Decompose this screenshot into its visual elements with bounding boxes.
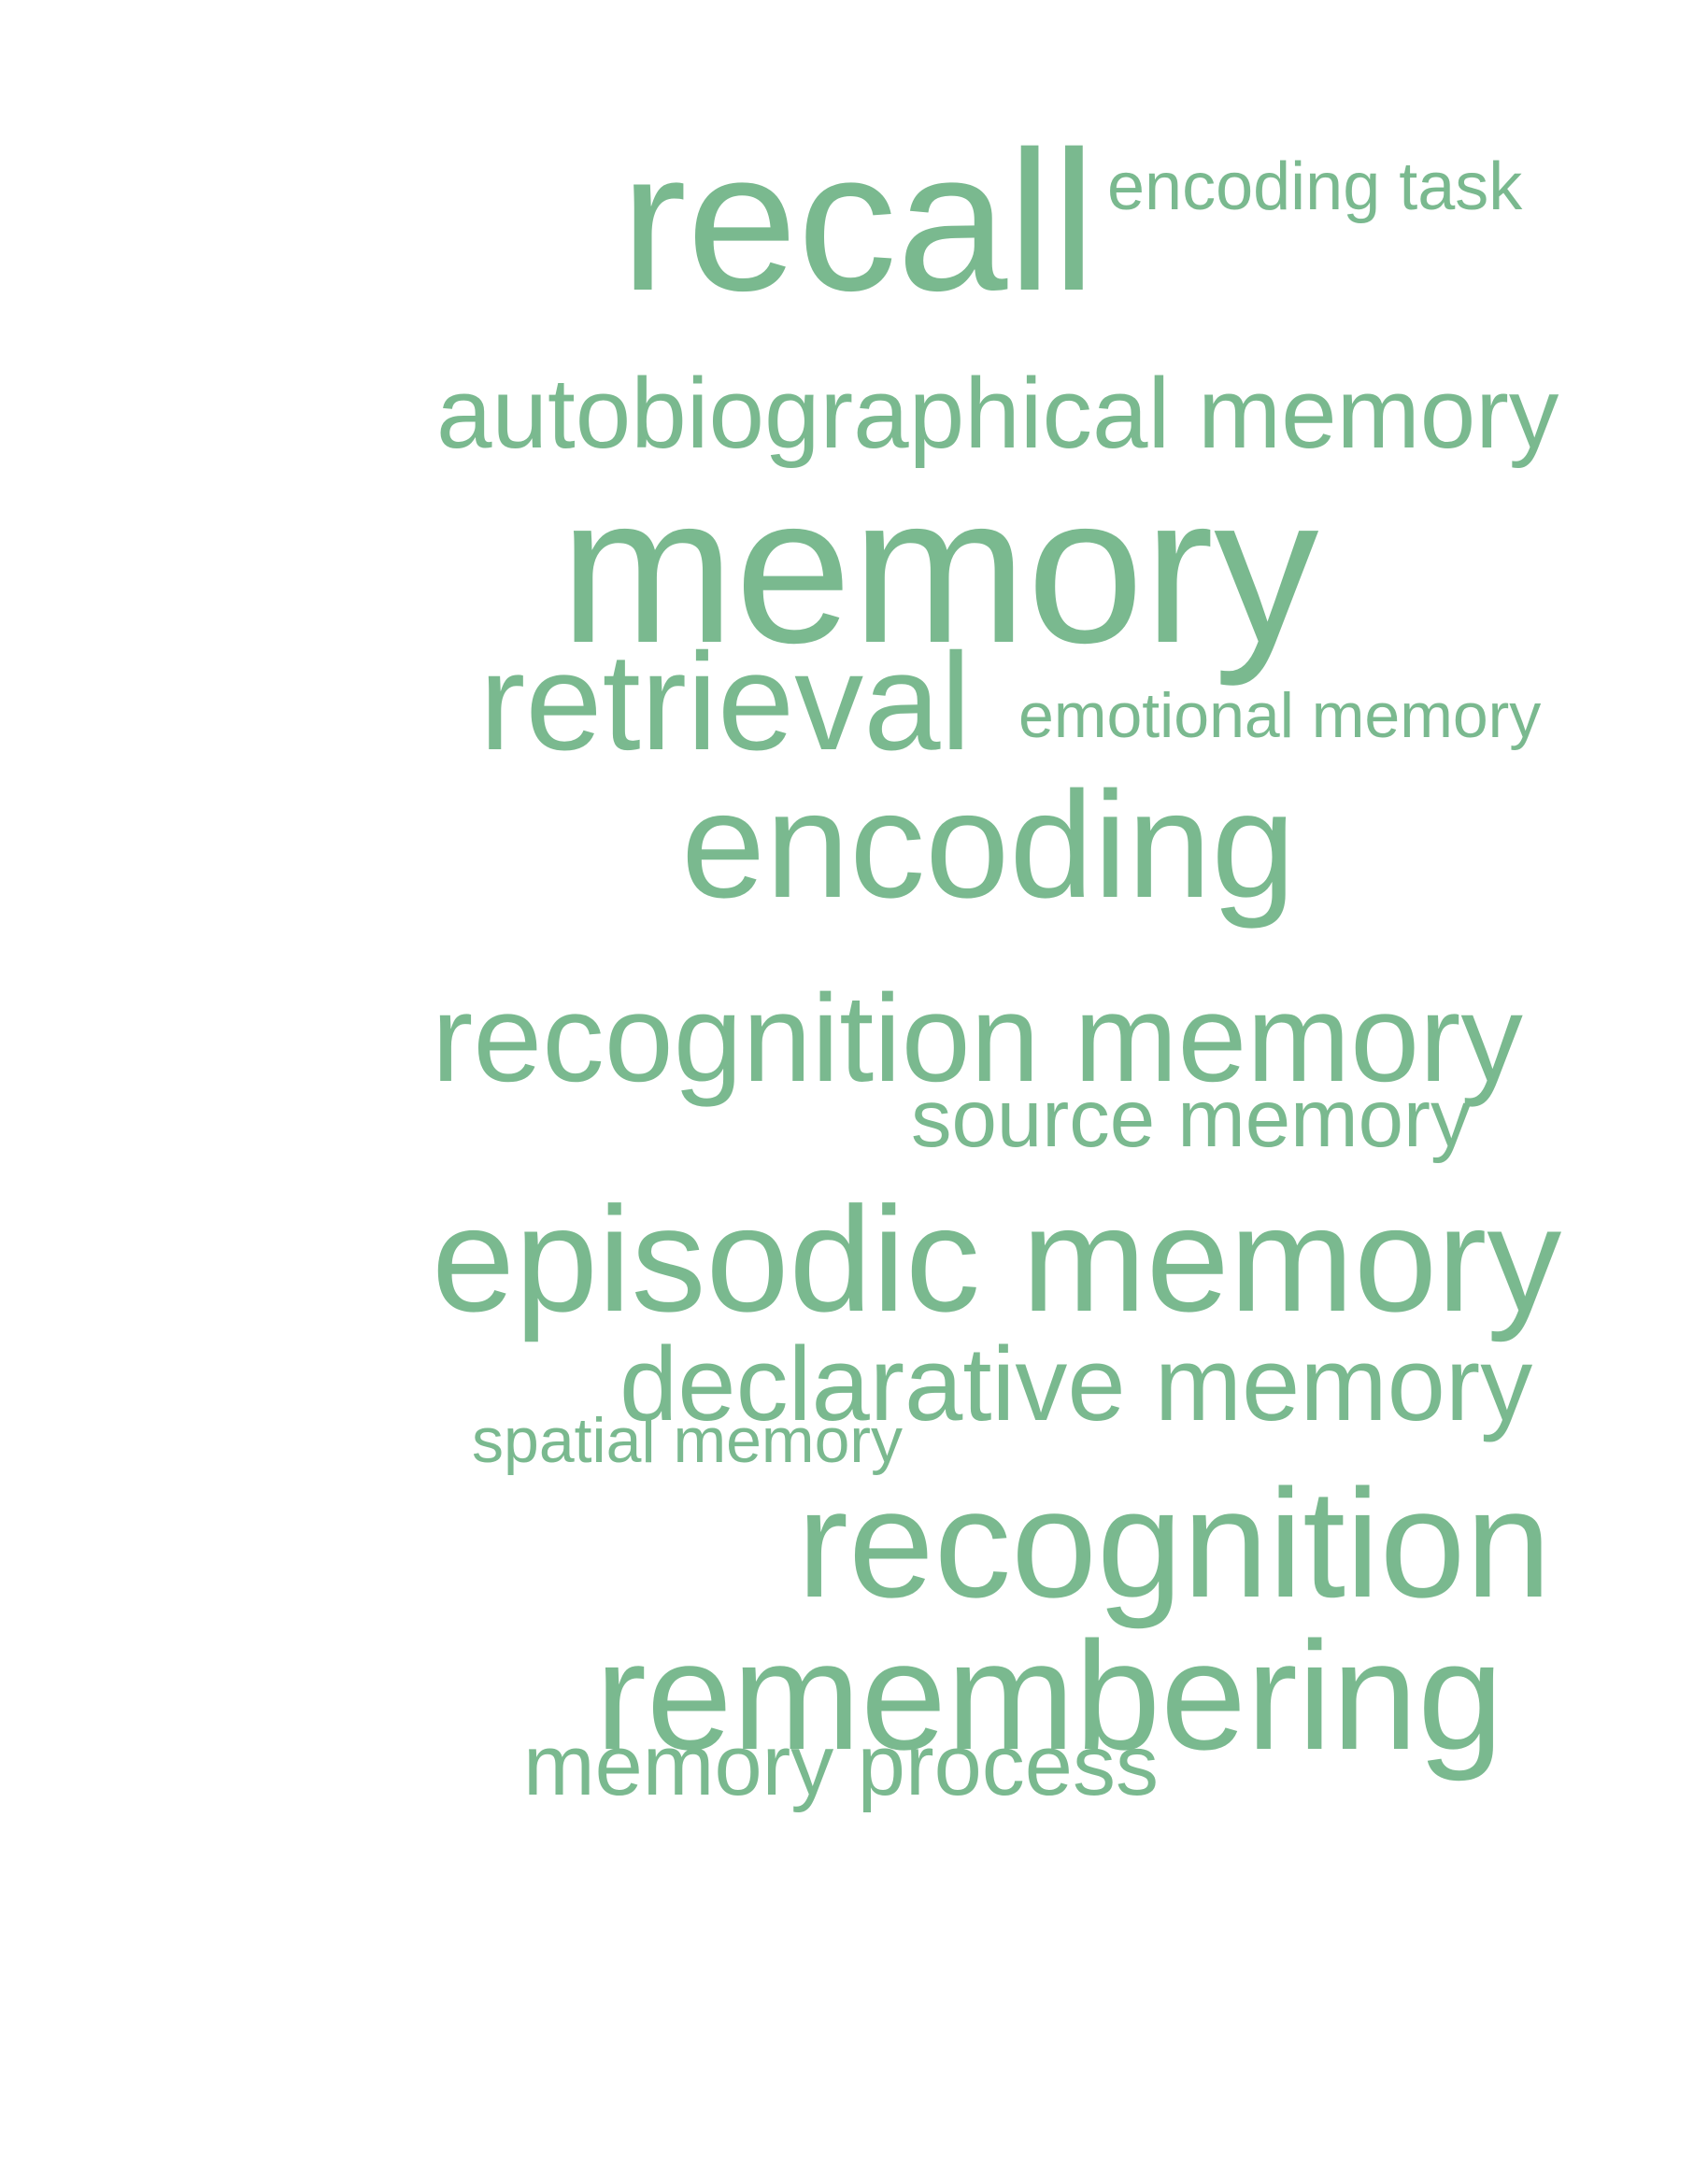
word-encoding: encoding <box>681 760 1296 930</box>
word-recognition: recognition <box>797 1457 1552 1629</box>
word-recall: recall <box>620 110 1096 333</box>
word-encoding-task: encoding task <box>1107 149 1523 224</box>
word-memory: memory <box>560 451 1319 687</box>
word-emotional-memory: emotional memory <box>1018 680 1542 751</box>
word-episodic-memory: episodic memory <box>432 1175 1562 1342</box>
word-spatial-memory: spatial memory <box>472 1405 904 1476</box>
word-recognition-memory: recognition memory <box>432 970 1523 1108</box>
word-remembering: remembering <box>595 1610 1504 1782</box>
word-source-memory: source memory <box>911 1073 1472 1164</box>
word-memory-process: memory process <box>523 1718 1159 1813</box>
word-autobiographical-memory: autobiographical memory <box>436 357 1559 469</box>
word-declarative-memory: declarative memory <box>619 1326 1533 1442</box>
word-retrieval: retrieval <box>479 625 972 779</box>
